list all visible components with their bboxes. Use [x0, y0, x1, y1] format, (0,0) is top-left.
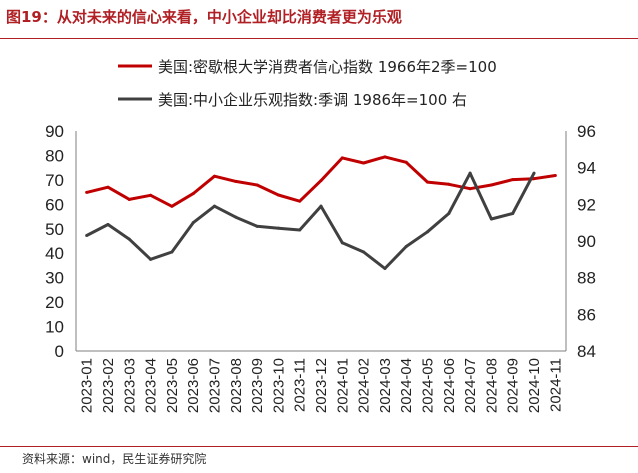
data-point [404, 245, 408, 248]
x-tick-label: 2024-05 [420, 358, 437, 413]
x-tick-label: 2023-01 [79, 358, 96, 413]
left-tick-label: 40 [45, 244, 64, 263]
x-tick-label: 2023-11 [292, 358, 309, 412]
series-line-smb [86, 171, 536, 270]
left-tick-label: 0 [55, 342, 64, 361]
legend-label-consumer: 美国:密歇根大学消费者信心指数 1966年2季=100 [158, 58, 497, 76]
data-point [511, 178, 515, 182]
right-tick-label: 96 [577, 122, 596, 141]
data-point [212, 174, 216, 178]
data-point [298, 228, 302, 232]
left-tick-label: 10 [45, 318, 64, 337]
x-tick-label: 2024-01 [334, 358, 351, 413]
source-note: 资料来源：wind，民生证券研究院 [22, 452, 207, 466]
left-tick-label: 60 [45, 195, 64, 214]
data-point [468, 187, 472, 191]
x-tick-label: 2023-06 [185, 358, 202, 413]
data-point [426, 230, 430, 234]
data-point [149, 257, 153, 261]
x-tick-label: 2024-10 [526, 358, 543, 413]
data-point [170, 204, 174, 208]
left-tick-label: 80 [45, 146, 64, 165]
data-point [234, 215, 238, 219]
x-tick-label: 2023-10 [270, 358, 287, 413]
data-point [553, 173, 557, 177]
right-axis-ticks: 84 86 88 90 92 94 96 [577, 122, 596, 361]
data-point [149, 193, 153, 197]
x-tick-label: 2024-02 [356, 358, 373, 413]
data-point [106, 185, 110, 189]
right-tick-label: 88 [577, 269, 596, 288]
data-point [468, 171, 472, 175]
data-point [298, 199, 302, 203]
right-tick-label: 86 [577, 305, 596, 324]
data-point [426, 180, 430, 184]
x-tick-label: 2024-03 [377, 358, 394, 413]
data-point [447, 212, 451, 215]
right-tick-label: 94 [577, 159, 596, 178]
title-rule [0, 38, 638, 39]
data-point [85, 190, 89, 194]
left-tick-label: 20 [45, 293, 64, 312]
right-tick-label: 92 [577, 195, 596, 214]
data-point [447, 182, 451, 186]
right-tick-label: 84 [577, 342, 596, 361]
data-point [532, 177, 536, 181]
data-point [191, 192, 195, 196]
data-point [255, 224, 259, 228]
left-axis-ticks: 0 10 20 30 40 50 60 70 80 90 [45, 122, 64, 361]
data-point [404, 160, 408, 164]
left-tick-label: 30 [45, 269, 64, 288]
data-point [212, 204, 216, 208]
x-tick-label: 2023-02 [100, 358, 117, 413]
x-tick-label: 2024-11 [547, 358, 564, 412]
data-point [234, 179, 238, 183]
x-tick-label: 2024-07 [462, 358, 479, 413]
legend-label-smb: 美国:中小企业乐观指数:季调 1986年=100 右 [158, 91, 467, 109]
x-axis-ticks: 2023-01 2023-02 2023-03 2023-04 2023-05 2023-… [79, 358, 565, 413]
data-point [511, 212, 515, 215]
left-tick-label: 70 [45, 171, 64, 190]
data-point [362, 250, 366, 254]
data-point [340, 241, 344, 245]
data-point [276, 193, 280, 197]
data-point [319, 204, 323, 208]
x-tick-label: 2023-08 [228, 358, 245, 413]
data-point [191, 221, 195, 225]
left-tick-label: 50 [45, 220, 64, 239]
data-point [255, 183, 259, 187]
x-tick-label: 2023-12 [313, 358, 330, 413]
series-layer [85, 155, 557, 270]
data-point [532, 171, 536, 175]
right-tick-label: 90 [577, 232, 596, 251]
data-point [340, 156, 344, 160]
x-tick-label: 2023-03 [121, 358, 138, 413]
data-point [127, 237, 131, 241]
data-point [489, 183, 493, 187]
x-tick-label: 2023-05 [164, 358, 181, 413]
x-tick-label: 2024-08 [483, 358, 500, 413]
x-tick-label: 2024-09 [505, 358, 522, 413]
figure-title: 图19：从对未来的信心来看，中小企业却比消费者更为乐观 [6, 8, 402, 26]
x-tick-label: 2024-06 [441, 358, 458, 413]
data-point [489, 217, 493, 221]
data-point [170, 250, 174, 254]
data-point [362, 161, 366, 165]
x-tick-label: 2023-04 [143, 358, 160, 413]
source-rule [0, 446, 638, 447]
data-point [85, 234, 89, 237]
left-tick-label: 90 [45, 122, 64, 141]
data-point [127, 197, 131, 201]
data-point [383, 155, 387, 159]
legend: 美国:密歇根大学消费者信心指数 1966年2季=100 美国:中小企业乐观指数:… [118, 58, 497, 109]
data-point [276, 226, 280, 230]
data-point [106, 223, 110, 226]
data-point [383, 267, 387, 270]
x-tick-label: 2024-04 [398, 358, 415, 413]
x-tick-label: 2023-09 [249, 358, 266, 413]
x-tick-label: 2023-07 [206, 358, 223, 413]
data-point [319, 179, 323, 183]
